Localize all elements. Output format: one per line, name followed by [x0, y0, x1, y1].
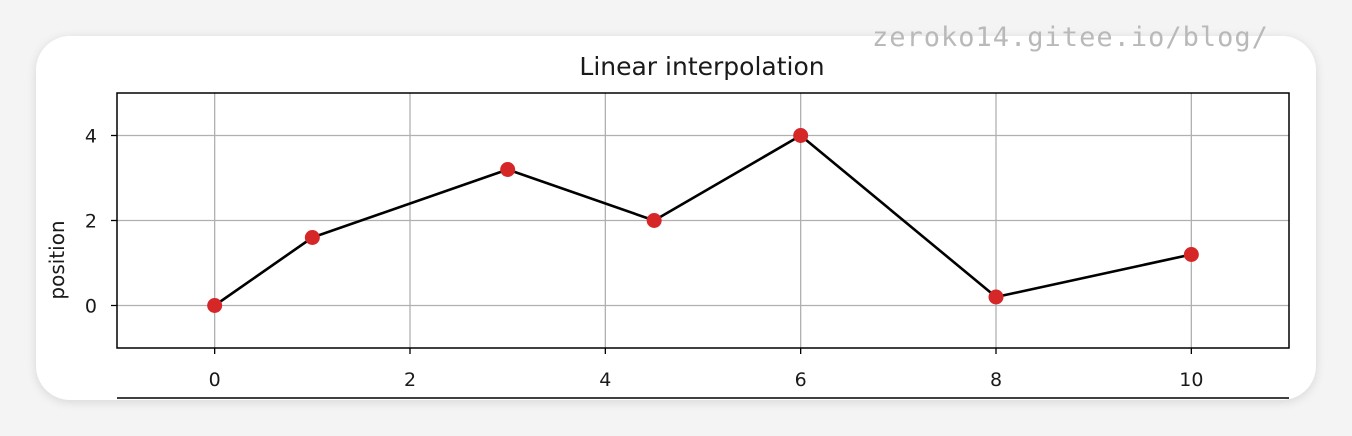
chart-title: Linear interpolation — [579, 52, 824, 81]
axis-ticks: 0 2 4 6 8 10 0 2 4 — [85, 126, 1204, 392]
data-point — [793, 128, 809, 143]
watermark-text: zeroko14.gitee.io/blog/ — [872, 22, 1269, 53]
x-tick-label: 10 — [1179, 369, 1203, 391]
plot-area — [207, 128, 1199, 313]
x-tick-label: 0 — [209, 369, 221, 391]
y-tick-label: 4 — [85, 126, 97, 148]
data-point — [500, 162, 516, 177]
x-tick-label: 2 — [404, 369, 416, 391]
x-tick-label: 6 — [795, 369, 807, 391]
data-point — [1183, 247, 1199, 262]
x-tick-label: 4 — [599, 369, 611, 391]
y-axis-label: position — [45, 220, 69, 299]
line-chart: Linear interpolation position 0 2 4 6 8 10 0 2 4 — [45, 52, 1290, 399]
data-point — [207, 298, 223, 313]
y-tick-label: 2 — [85, 211, 97, 233]
data-point — [988, 289, 1004, 305]
data-point — [304, 230, 320, 245]
data-point — [646, 213, 662, 228]
y-tick-label: 0 — [85, 296, 97, 318]
x-tick-label: 8 — [990, 369, 1002, 391]
chart-card: Linear interpolation position 0 2 4 6 8 10 0 2 4 — [36, 36, 1316, 400]
grid — [116, 92, 1290, 399]
